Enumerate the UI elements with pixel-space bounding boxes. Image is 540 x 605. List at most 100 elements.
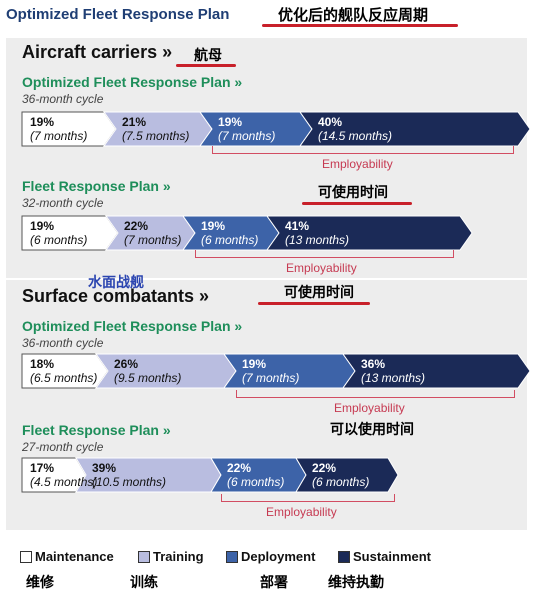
segment-percent: 39% (92, 461, 117, 475)
segment-percent: 19% (218, 115, 243, 129)
employability-bracket-surface-ofrp (236, 390, 515, 398)
cycle-carriers-ofrp: 36-month cycle (22, 92, 104, 106)
surface-combatants-cn: 水面战舰 (88, 274, 144, 290)
legend-cn-maintenance: 维修 (26, 574, 54, 590)
employability-bracket-surface-frp (221, 494, 395, 502)
segment-percent: 19% (30, 219, 55, 233)
segment-months: (7.5 months) (122, 129, 190, 143)
segment-label-deployment: 19% (7 months) (242, 357, 299, 385)
cycle-surface-ofrp: 36-month cycle (22, 336, 104, 350)
legend-label-maintenance: Maintenance (35, 549, 114, 564)
segment-months: (6.5 months) (30, 371, 98, 385)
segment-months: (10.5 months) (92, 475, 167, 489)
surface-combatants-panel: Surface combatants » 水面战舰 可使用时间 Optimize… (6, 274, 531, 530)
plan-title-surface-frp: Fleet Response Plan » (22, 422, 171, 438)
employability-bracket-carriers-ofrp (212, 146, 514, 154)
segment-months: (7 months) (124, 233, 182, 247)
segment-months: (9.5 months) (114, 371, 182, 385)
cycle-carriers-frp: 32-month cycle (22, 196, 104, 210)
legend-maintenance: Maintenance (20, 549, 114, 564)
legend-swatch-maintenance (20, 550, 32, 563)
plan-title-carriers-ofrp: Optimized Fleet Response Plan » (22, 74, 243, 90)
segment-months: (7 months) (242, 371, 300, 385)
segment-label-maintenance: 19% (7 months) (30, 115, 87, 143)
employability-bracket-carriers-frp (195, 250, 454, 258)
employability-label-carriers-ofrp: Employability (322, 157, 393, 171)
segment-months: (14.5 months) (318, 129, 393, 143)
segment-percent: 18% (30, 357, 55, 371)
cycle-surface-frp: 27-month cycle (22, 440, 104, 454)
page-title: Optimized Fleet Response Plan (6, 6, 230, 23)
segment-label-sustainment: 41% (13 months) (285, 219, 349, 247)
segment-label-maintenance: 18% (6.5 months) (30, 357, 97, 385)
employable-cn-1-underline (302, 202, 412, 205)
aircraft-carriers-cn: 航母 (194, 47, 222, 63)
segment-label-maintenance: 19% (6 months) (30, 219, 87, 247)
segment-percent: 26% (114, 357, 139, 371)
segment-percent: 40% (318, 115, 343, 129)
section-title-surface-combatants: Surface combatants » (22, 286, 210, 306)
legend-cn-sustainment: 维持执勤 (328, 574, 384, 590)
legend-label-sustainment: Sustainment (353, 549, 432, 564)
employable-cn-2: 可使用时间 (284, 284, 354, 300)
segment-label-sustainment: 22% (6 months) (312, 461, 369, 489)
segment-sustainment (342, 353, 531, 389)
segment-label-deployment: 19% (6 months) (201, 219, 258, 247)
segment-label-sustainment: 40% (14.5 months) (318, 115, 392, 143)
segment-percent: 19% (30, 115, 55, 129)
segment-label-training: 21% (7.5 months) (122, 115, 189, 143)
segment-months: (4.5 months) (30, 475, 98, 489)
segment-sustainment (266, 215, 473, 251)
plan-title-carriers-frp: Fleet Response Plan » (22, 178, 171, 194)
legend-label-training: Training (153, 549, 204, 564)
segment-months: (6 months) (227, 475, 285, 489)
segment-months: (6 months) (30, 233, 88, 247)
employable-cn-3: 可以使用时间 (330, 421, 414, 437)
legend-training: Training (138, 549, 204, 564)
cycle-bar-shapes (21, 215, 473, 251)
page-title-cn: 优化后的舰队反应周期 (278, 7, 429, 24)
aircraft-carriers-panel: Aircraft carriers » 航母 Optimized Fleet R… (6, 38, 531, 278)
segment-label-training: 22% (7 months) (124, 219, 181, 247)
legend-cn-training: 训练 (130, 574, 158, 590)
plan-title-surface-ofrp: Optimized Fleet Response Plan » (22, 318, 243, 334)
cycle-bar-shapes (21, 457, 399, 493)
segment-percent: 22% (312, 461, 337, 475)
segment-label-training: 26% (9.5 months) (114, 357, 181, 385)
cycle-bar-surface-ofrp: 18% (6.5 months) 26% (9.5 months) 19% (7 mont… (21, 353, 531, 389)
segment-label-training: 39% (10.5 months) (92, 461, 166, 489)
cycle-bar-carriers-frp: 19% (6 months) 22% (7 months) 19% (6 months) 4… (21, 215, 473, 251)
legend-deployment: Deployment (226, 549, 315, 564)
cycle-bar-shapes (21, 111, 531, 147)
employable-cn-2-underline (258, 302, 370, 305)
employability-label-surface-ofrp: Employability (334, 401, 405, 415)
segment-months: (6 months) (201, 233, 259, 247)
segment-sustainment (295, 457, 399, 493)
segment-percent: 22% (227, 461, 252, 475)
legend-sustainment: Sustainment (338, 549, 431, 564)
cycle-bar-carriers-ofrp: 19% (7 months) 21% (7.5 months) 19% (7 months… (21, 111, 531, 147)
segment-months: (13 months) (361, 371, 426, 385)
section-title-aircraft-carriers: Aircraft carriers » (22, 42, 173, 62)
segment-months: (13 months) (285, 233, 350, 247)
legend-swatch-training (138, 550, 150, 563)
segment-label-sustainment: 36% (13 months) (361, 357, 425, 385)
segment-months: (7 months) (30, 129, 88, 143)
cycle-bar-shapes (21, 353, 531, 389)
segment-months: (7 months) (218, 129, 276, 143)
employability-label-carriers-frp: Employability (286, 261, 357, 275)
segment-percent: 36% (361, 357, 386, 371)
legend-cn-deployment: 部署 (260, 574, 288, 590)
employability-label-surface-frp: Employability (266, 505, 337, 519)
segment-percent: 21% (122, 115, 147, 129)
segment-percent: 17% (30, 461, 55, 475)
segment-percent: 19% (242, 357, 267, 371)
employable-cn-1: 可使用时间 (318, 184, 388, 200)
legend-swatch-sustainment (338, 550, 350, 563)
segment-months: (6 months) (312, 475, 370, 489)
segment-percent: 41% (285, 219, 310, 233)
segment-label-deployment: 22% (6 months) (227, 461, 284, 489)
segment-label-deployment: 19% (7 months) (218, 115, 275, 143)
segment-percent: 19% (201, 219, 226, 233)
legend-swatch-deployment (226, 550, 238, 563)
